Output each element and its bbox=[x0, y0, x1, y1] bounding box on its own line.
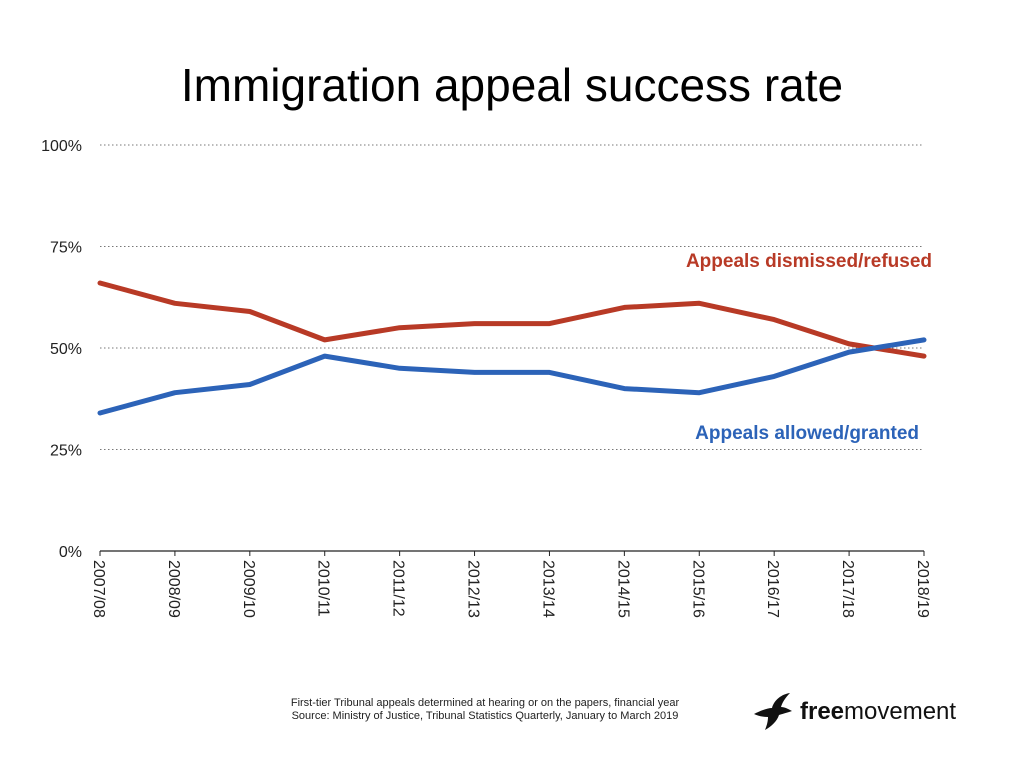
bird-logo-icon bbox=[754, 693, 792, 730]
series-line bbox=[97, 337, 927, 416]
footnote-line-1: First-tier Tribunal appeals determined a… bbox=[290, 697, 680, 709]
series-label: Appeals dismissed/refused bbox=[686, 251, 932, 272]
y-tick-label: 50% bbox=[50, 341, 82, 358]
x-tick-label: 2011/12 bbox=[390, 560, 407, 617]
y-tick-label: 100% bbox=[41, 138, 82, 155]
x-tick-label: 2015/16 bbox=[689, 560, 706, 618]
x-tick-label: 2018/19 bbox=[914, 560, 931, 618]
footnote: First-tier Tribunal appeals determined a… bbox=[200, 697, 770, 723]
chart-title: Immigration appeal success rate bbox=[180, 59, 844, 111]
brand-name: freemovement bbox=[800, 698, 956, 726]
axes: 0% 25% 50% 75% 100% 2007/08 2008/09 2009/10 2010… bbox=[41, 138, 931, 618]
x-tick-label: 2010/11 bbox=[315, 560, 332, 617]
y-tick-label: 75% bbox=[50, 240, 82, 257]
footnote-line-2: Source: Ministry of Justice, Tribunal St… bbox=[291, 710, 679, 722]
series-label: Appeals allowed/granted bbox=[695, 423, 919, 444]
x-tick-label: 2009/10 bbox=[240, 560, 257, 618]
series-lines bbox=[97, 280, 927, 416]
x-tick-label: 2014/15 bbox=[614, 560, 631, 618]
y-tick-label: 0% bbox=[59, 544, 82, 561]
x-tick-label: 2013/14 bbox=[539, 560, 556, 618]
brand-name-bold: free bbox=[800, 698, 845, 725]
y-tick-label: 25% bbox=[50, 443, 82, 460]
series-labels: Appeals dismissed/refused Appeals allowed… bbox=[686, 251, 932, 444]
x-tick-label: 2007/08 bbox=[90, 560, 107, 618]
x-tick-label: 2012/13 bbox=[465, 560, 482, 618]
brand-name-regular: movement bbox=[844, 698, 957, 725]
series-line bbox=[97, 280, 927, 359]
x-tick-label: 2008/09 bbox=[165, 560, 182, 618]
x-tick-label: 2016/17 bbox=[764, 560, 781, 618]
brand-logo: freemovement bbox=[752, 690, 956, 734]
gridlines bbox=[100, 144, 924, 450]
x-tick-label: 2017/18 bbox=[839, 560, 856, 618]
